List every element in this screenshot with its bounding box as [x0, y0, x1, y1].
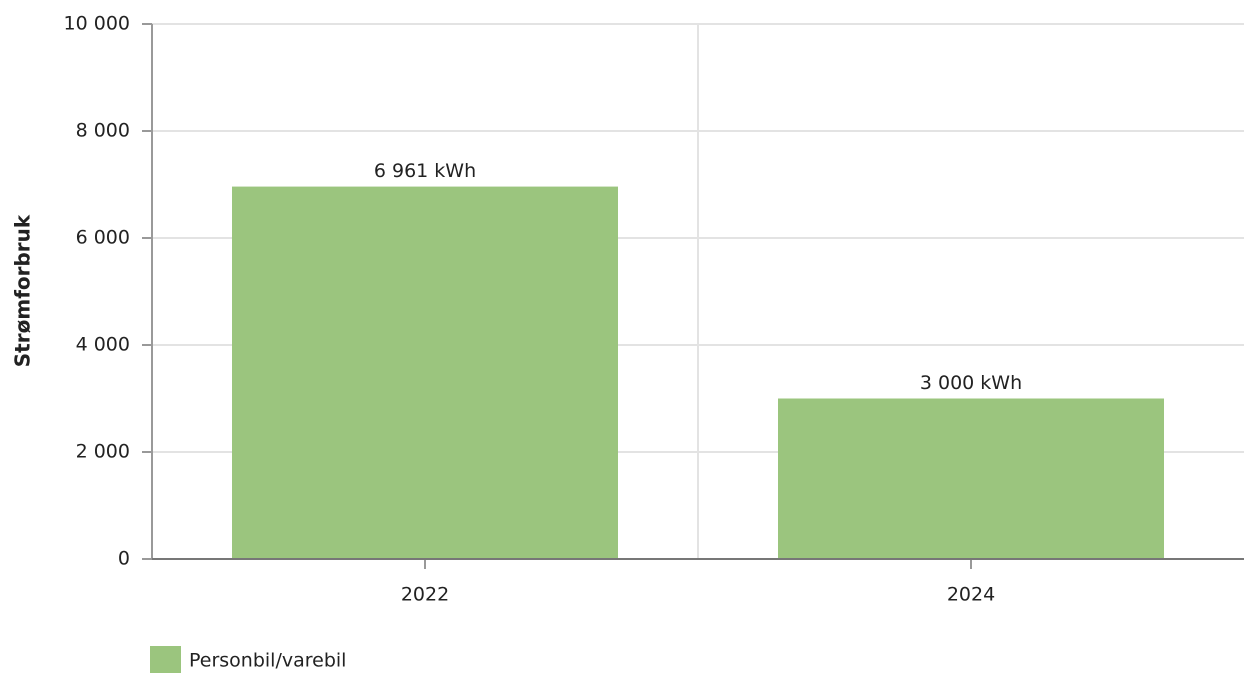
- y-tick-label: 8 000: [76, 120, 130, 142]
- y-tick-label: 4 000: [76, 334, 130, 356]
- bar: [778, 398, 1164, 559]
- y-tick-label: 2 000: [76, 441, 130, 463]
- y-tick-label: 0: [118, 548, 130, 570]
- data-label: 3 000 kWh: [920, 372, 1022, 394]
- y-tick-label: 6 000: [76, 227, 130, 249]
- x-tick-label: 2022: [401, 584, 449, 606]
- y-tick-label: 10 000: [64, 13, 130, 35]
- x-tick-label: 2024: [947, 584, 995, 606]
- bar: [232, 186, 618, 560]
- y-axis-label: Strømforbruk: [11, 214, 35, 367]
- legend-label: Personbil/varebil: [189, 650, 346, 672]
- legend-swatch: [150, 646, 181, 673]
- data-label: 6 961 kWh: [374, 160, 476, 182]
